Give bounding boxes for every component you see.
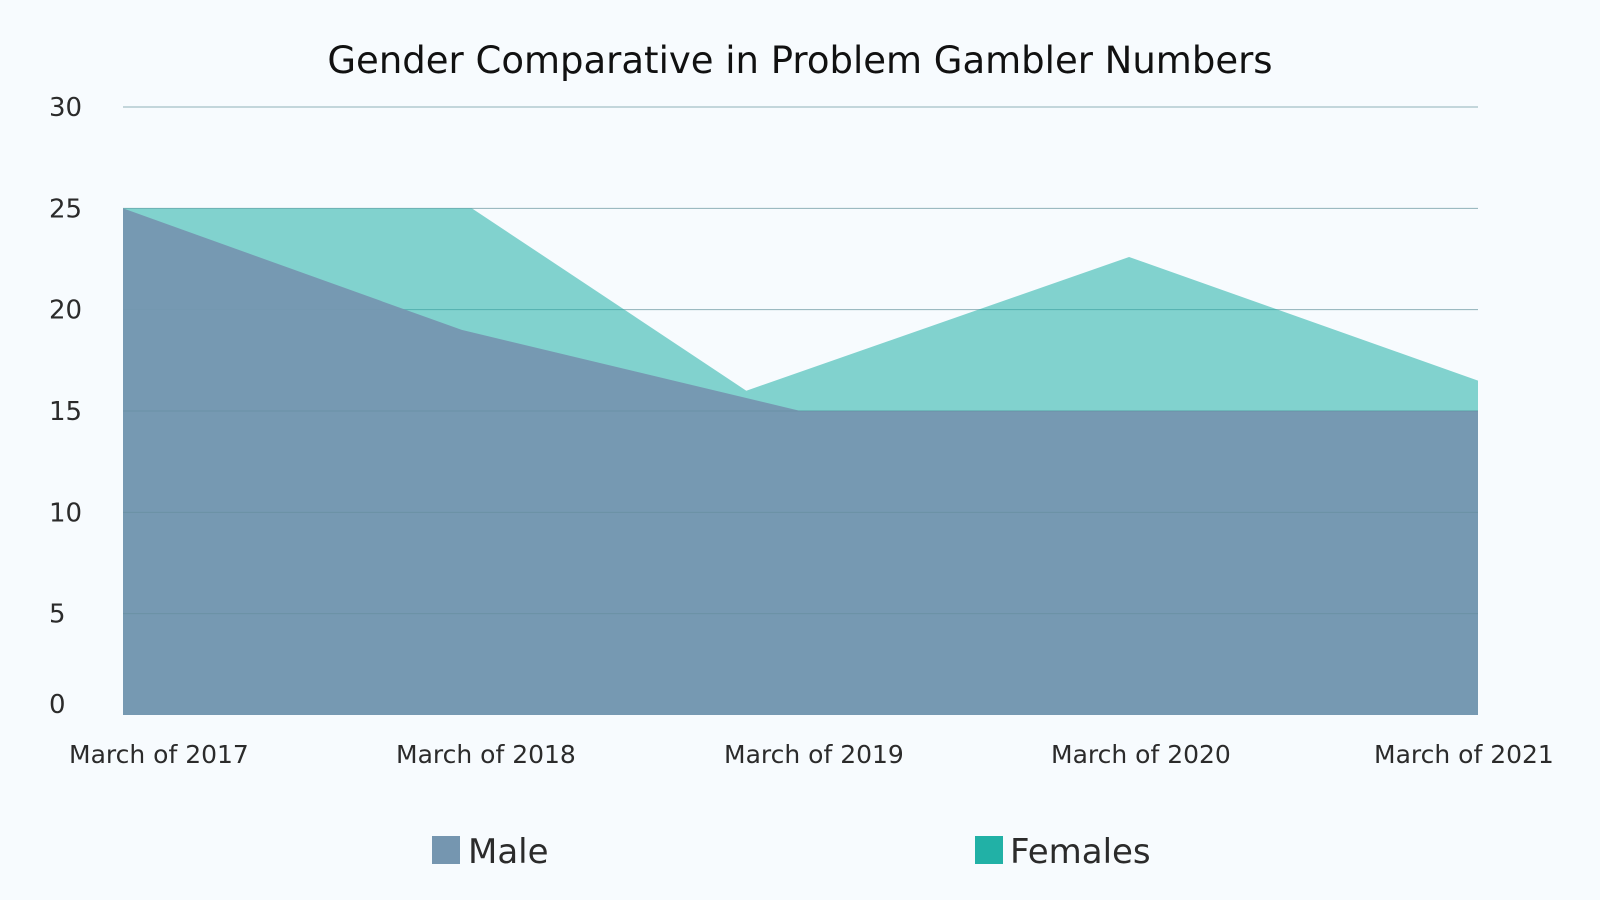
y-tick-label: 25 bbox=[49, 194, 82, 224]
x-category-label: March of 2021 bbox=[1374, 740, 1554, 769]
y-tick-label: 5 bbox=[49, 600, 66, 630]
y-tick-label: 10 bbox=[49, 498, 82, 528]
legend-swatch-male bbox=[432, 836, 460, 864]
y-tick-label: 30 bbox=[49, 93, 82, 123]
area-male bbox=[123, 208, 1478, 716]
area-series bbox=[123, 208, 1478, 716]
chart-title: Gender Comparative in Problem Gambler Nu… bbox=[327, 39, 1272, 82]
x-category-label: March of 2018 bbox=[396, 740, 576, 769]
legend-label-females: Females bbox=[1010, 832, 1151, 872]
x-category-label: March of 2020 bbox=[1051, 740, 1231, 769]
legend-swatch-females bbox=[975, 836, 1003, 864]
y-tick-label: 15 bbox=[49, 397, 82, 427]
legend-item-male: Male bbox=[432, 832, 549, 872]
x-category-label: March of 2017 bbox=[69, 740, 249, 769]
legend: Male Females bbox=[432, 832, 1151, 872]
y-tick-label: 20 bbox=[49, 296, 82, 326]
y-tick-label: 0 bbox=[49, 690, 66, 720]
y-axis-ticks: 0 5 10 15 20 25 30 bbox=[49, 93, 82, 720]
legend-label-male: Male bbox=[468, 832, 549, 872]
legend-item-females: Females bbox=[975, 832, 1151, 872]
x-category-label: March of 2019 bbox=[724, 740, 904, 769]
x-axis-categories: March of 2017 March of 2018 March of 2019 M… bbox=[69, 740, 1554, 769]
